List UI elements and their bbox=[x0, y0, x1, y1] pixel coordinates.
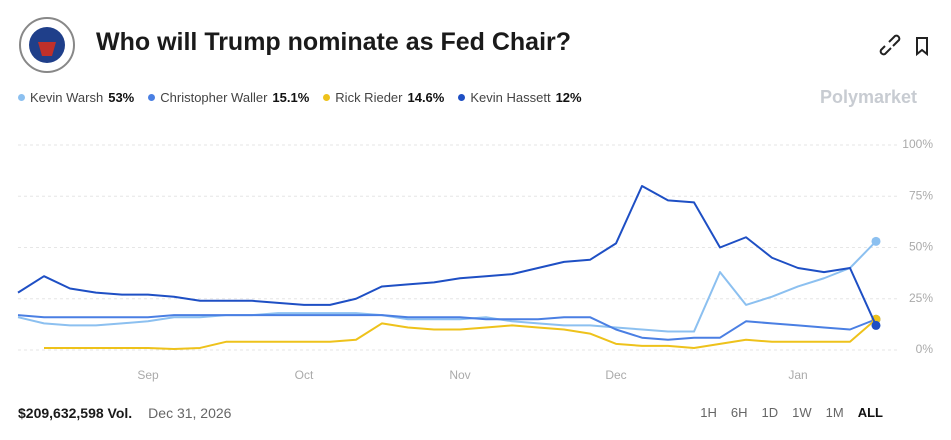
range-button[interactable]: ALL bbox=[857, 405, 883, 420]
range-selector: 1H 6H 1D 1W 1M ALL bbox=[700, 405, 883, 420]
chart: 0% 25% 50% 75% 100% Sep Oct Nov Dec Jan bbox=[17, 137, 934, 382]
legend-swatch bbox=[323, 94, 331, 101]
series-line bbox=[17, 314, 877, 341]
series-line bbox=[17, 185, 877, 326]
end-date: Dec 31, 2026 bbox=[148, 405, 232, 421]
legend-value: 14.6% bbox=[407, 90, 445, 105]
legend-swatch bbox=[458, 94, 466, 101]
brand: Polymarket bbox=[820, 87, 918, 107]
x-tick-label: Jan bbox=[788, 368, 807, 382]
legend-item: Kevin Hassett 12% bbox=[458, 90, 582, 105]
legend-swatch bbox=[148, 94, 156, 101]
legend: Kevin Warsh 53% Christopher Waller 15.1% Ric… bbox=[18, 90, 582, 105]
legend-item: Kevin Warsh 53% bbox=[18, 90, 134, 105]
legend-name: Christopher Waller bbox=[160, 90, 268, 105]
y-tick-label: 50% bbox=[909, 240, 933, 254]
y-tick-label: 0% bbox=[916, 342, 934, 356]
y-tick-label: 75% bbox=[909, 188, 933, 202]
legend-swatch bbox=[18, 94, 25, 101]
legend-value: 53% bbox=[108, 90, 135, 105]
range-button[interactable]: 6H bbox=[730, 405, 748, 420]
legend-item: Christopher Waller 15.1% bbox=[148, 90, 309, 105]
volume: $209,632,598 Vol. bbox=[18, 405, 133, 421]
range-button[interactable]: 1W bbox=[792, 405, 812, 420]
title: Who will Trump nominate as Fed Chair? bbox=[96, 28, 572, 56]
legend-item: Rick Rieder 14.6% bbox=[323, 90, 444, 105]
series-line bbox=[17, 240, 877, 333]
legend-name: Kevin Hassett bbox=[470, 90, 551, 105]
legend-value: 12% bbox=[555, 90, 582, 105]
x-tick-label: Dec bbox=[605, 368, 626, 382]
legend-name: Kevin Warsh bbox=[30, 90, 104, 105]
end-point bbox=[871, 320, 881, 330]
x-tick-label: Oct bbox=[295, 368, 314, 382]
end-point bbox=[871, 236, 881, 246]
y-tick-label: 25% bbox=[909, 291, 933, 305]
seal-icon bbox=[19, 17, 75, 73]
y-tick-label: 100% bbox=[902, 137, 933, 151]
series-line bbox=[44, 318, 877, 350]
x-tick-label: Sep bbox=[137, 368, 159, 382]
range-button[interactable]: 1D bbox=[761, 405, 779, 420]
legend-name: Rick Rieder bbox=[335, 90, 403, 105]
range-button[interactable]: 1H bbox=[700, 405, 717, 420]
range-button[interactable]: 1M bbox=[825, 405, 844, 420]
x-tick-label: Nov bbox=[449, 368, 470, 382]
footer: $209,632,598 Vol. Dec 31, 2026 bbox=[18, 405, 231, 421]
action-icons[interactable] bbox=[875, 32, 945, 62]
legend-value: 15.1% bbox=[272, 90, 310, 105]
